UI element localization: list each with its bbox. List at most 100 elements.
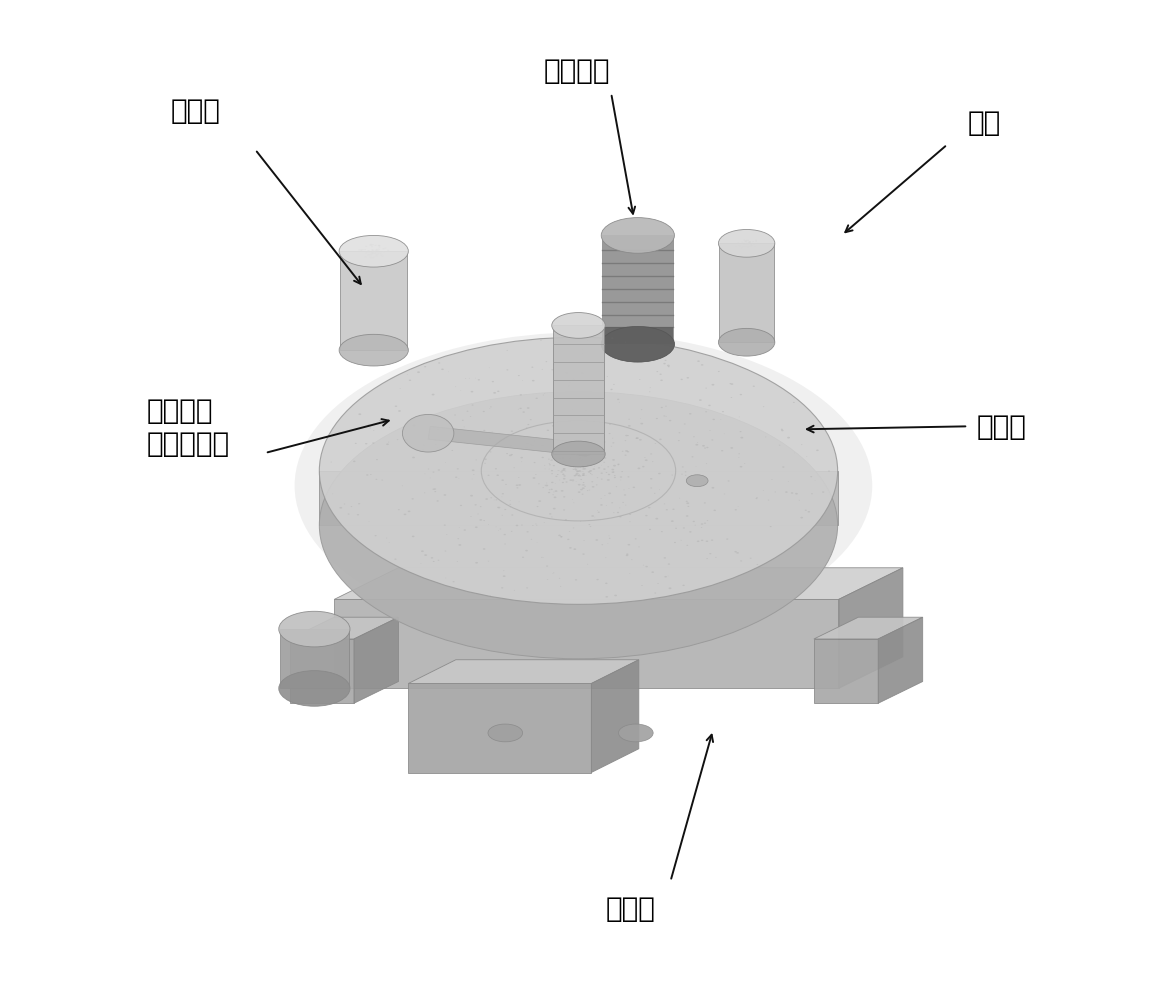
Ellipse shape	[713, 419, 715, 421]
Ellipse shape	[739, 432, 741, 433]
Ellipse shape	[552, 508, 556, 510]
Ellipse shape	[432, 561, 435, 562]
Ellipse shape	[572, 379, 574, 381]
Ellipse shape	[669, 421, 671, 422]
Ellipse shape	[438, 470, 440, 471]
Ellipse shape	[560, 462, 563, 463]
Ellipse shape	[475, 527, 477, 528]
Ellipse shape	[496, 500, 497, 501]
Ellipse shape	[627, 452, 630, 453]
Ellipse shape	[747, 240, 749, 241]
Ellipse shape	[372, 252, 375, 253]
Ellipse shape	[624, 495, 626, 496]
Ellipse shape	[611, 503, 613, 504]
Ellipse shape	[459, 544, 461, 546]
Ellipse shape	[582, 483, 585, 484]
Ellipse shape	[408, 511, 410, 513]
Ellipse shape	[582, 488, 585, 490]
Ellipse shape	[545, 485, 548, 487]
Ellipse shape	[684, 424, 686, 425]
Ellipse shape	[718, 230, 775, 258]
Ellipse shape	[375, 252, 376, 253]
Ellipse shape	[612, 443, 615, 444]
Ellipse shape	[753, 386, 755, 388]
Ellipse shape	[749, 246, 752, 247]
Ellipse shape	[431, 557, 434, 559]
Ellipse shape	[608, 474, 610, 476]
Ellipse shape	[570, 458, 572, 460]
Ellipse shape	[582, 485, 585, 486]
Polygon shape	[602, 236, 673, 345]
Ellipse shape	[379, 253, 380, 254]
Ellipse shape	[640, 423, 643, 425]
Ellipse shape	[378, 245, 380, 247]
Ellipse shape	[570, 480, 572, 482]
Ellipse shape	[538, 501, 541, 502]
Ellipse shape	[578, 475, 580, 477]
Ellipse shape	[611, 469, 615, 471]
Ellipse shape	[822, 492, 824, 493]
Ellipse shape	[585, 410, 588, 412]
Ellipse shape	[701, 540, 703, 541]
Ellipse shape	[563, 510, 565, 511]
Ellipse shape	[488, 475, 490, 477]
Ellipse shape	[377, 254, 379, 255]
Ellipse shape	[683, 585, 685, 586]
Ellipse shape	[378, 245, 379, 246]
Ellipse shape	[497, 391, 499, 393]
Ellipse shape	[609, 425, 611, 426]
Ellipse shape	[502, 480, 504, 482]
Polygon shape	[280, 629, 349, 688]
Ellipse shape	[619, 516, 621, 518]
Ellipse shape	[706, 447, 709, 449]
Ellipse shape	[738, 245, 740, 247]
Ellipse shape	[580, 476, 581, 477]
Ellipse shape	[475, 562, 478, 564]
Ellipse shape	[575, 473, 579, 475]
Ellipse shape	[518, 485, 521, 486]
Ellipse shape	[412, 499, 414, 500]
Ellipse shape	[617, 464, 619, 466]
Ellipse shape	[359, 504, 360, 505]
Ellipse shape	[703, 503, 706, 504]
Ellipse shape	[545, 362, 548, 363]
Ellipse shape	[579, 455, 581, 457]
Ellipse shape	[706, 541, 708, 542]
Ellipse shape	[749, 242, 752, 243]
Ellipse shape	[367, 475, 369, 476]
Ellipse shape	[585, 443, 587, 444]
Ellipse shape	[511, 515, 513, 516]
Ellipse shape	[726, 539, 729, 540]
Ellipse shape	[660, 439, 662, 441]
Ellipse shape	[562, 474, 565, 476]
Ellipse shape	[551, 474, 553, 475]
Ellipse shape	[699, 400, 702, 402]
Ellipse shape	[711, 385, 715, 386]
Ellipse shape	[402, 415, 454, 453]
Ellipse shape	[668, 367, 670, 368]
Ellipse shape	[435, 492, 436, 493]
Ellipse shape	[560, 491, 564, 492]
Ellipse shape	[708, 405, 710, 407]
Ellipse shape	[578, 484, 581, 486]
Ellipse shape	[746, 243, 747, 244]
Ellipse shape	[744, 241, 745, 242]
Ellipse shape	[686, 475, 708, 487]
Ellipse shape	[567, 386, 570, 387]
Ellipse shape	[508, 455, 512, 457]
Ellipse shape	[602, 545, 603, 546]
Ellipse shape	[604, 458, 606, 459]
Ellipse shape	[749, 243, 752, 245]
Ellipse shape	[660, 374, 662, 376]
Ellipse shape	[484, 459, 487, 461]
Ellipse shape	[590, 459, 593, 460]
Ellipse shape	[526, 588, 528, 589]
Ellipse shape	[432, 472, 435, 473]
Ellipse shape	[444, 525, 446, 526]
Ellipse shape	[372, 252, 375, 254]
Ellipse shape	[650, 479, 653, 480]
Ellipse shape	[480, 520, 482, 521]
Ellipse shape	[582, 475, 583, 476]
Ellipse shape	[370, 258, 372, 259]
Ellipse shape	[360, 249, 362, 252]
